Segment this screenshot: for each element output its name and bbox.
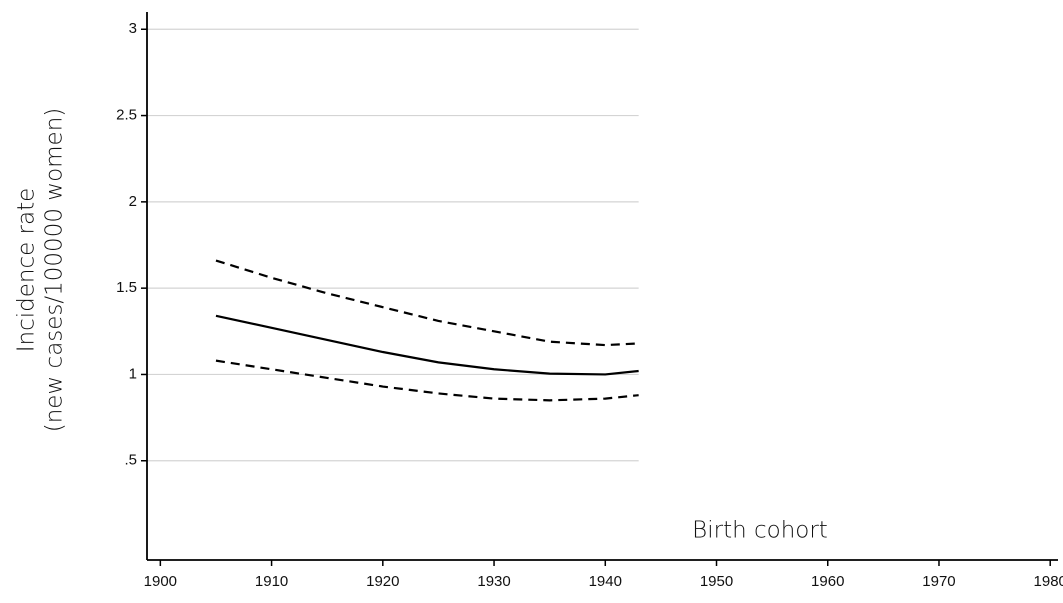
x-tick-label: 1940 (589, 573, 622, 590)
x-tick-label: 1960 (811, 573, 844, 590)
y-tick-label: .5 (124, 452, 137, 469)
line-series (215, 359, 639, 402)
y-tick-label: 2.5 (116, 107, 137, 124)
y-axis-label: Incidence rate (14, 188, 40, 353)
y-axis-label: (new cases/100000 women) (42, 108, 68, 433)
y-tick-label: 1.5 (116, 279, 137, 296)
line-series (215, 314, 639, 376)
line-series (215, 259, 639, 347)
x-axis-label: Birth cohort (692, 518, 828, 544)
y-tick-label: 1 (129, 365, 137, 382)
y-tick-label: 3 (129, 20, 137, 37)
x-tick-label: 1920 (366, 573, 399, 590)
y-tick-label: 2 (129, 193, 137, 210)
x-tick-label: 1950 (700, 573, 733, 590)
x-tick-label: 1910 (255, 573, 288, 590)
x-tick-label: 1930 (477, 573, 510, 590)
x-tick-label: 1970 (922, 573, 955, 590)
x-tick-label: 1900 (144, 573, 177, 590)
x-tick-label: 1980 (1034, 573, 1063, 590)
